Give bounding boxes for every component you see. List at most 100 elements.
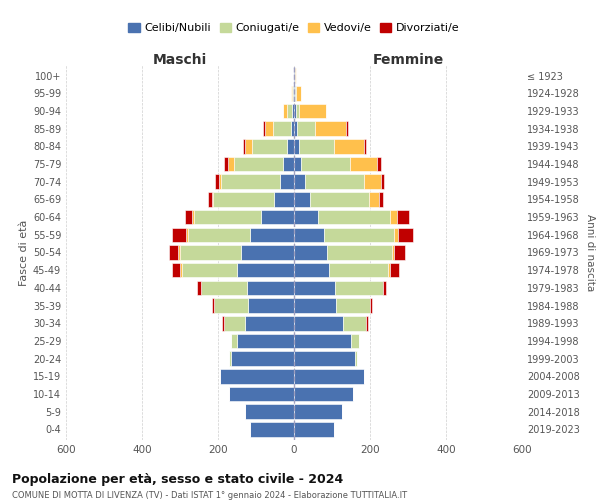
Bar [250,422,294,436]
Bar [224,316,245,330]
Bar [294,280,335,295]
Bar [317,210,390,224]
Bar [214,192,274,206]
Bar [346,122,347,136]
Bar [294,263,329,278]
Bar [287,139,294,154]
Bar [390,210,397,224]
Bar [212,192,214,206]
Bar [241,245,294,260]
Bar [305,174,364,189]
Text: Femmine: Femmine [373,53,443,67]
Bar [351,334,359,348]
Bar [343,316,366,330]
Bar [328,245,392,260]
Bar [295,68,296,83]
Bar [296,104,299,118]
Bar [237,263,294,278]
Bar [295,86,296,101]
Bar [315,122,346,136]
Bar [252,139,287,154]
Bar [301,157,350,172]
Bar [292,104,294,118]
Bar [232,334,237,348]
Bar [283,104,287,118]
Bar [299,139,334,154]
Bar [366,316,368,330]
Legend: Celibi/Nubili, Coniugati/e, Vedovi/e, Divorziati/e: Celibi/Nubili, Coniugati/e, Vedovi/e, Di… [124,18,464,38]
Bar [186,228,188,242]
Bar [212,298,214,313]
Bar [294,210,317,224]
Bar [214,298,248,313]
Bar [364,139,366,154]
Bar [208,192,212,206]
Bar [263,122,265,136]
Bar [380,174,385,189]
Bar [294,139,299,154]
Bar [245,404,294,419]
Bar [222,316,224,330]
Bar [294,68,295,83]
Bar [172,263,180,278]
Bar [224,157,228,172]
Bar [398,228,413,242]
Bar [294,369,364,384]
Bar [293,68,294,83]
Bar [388,263,390,278]
Bar [294,316,343,330]
Bar [237,334,294,348]
Bar [364,174,380,189]
Bar [294,104,296,118]
Bar [294,352,355,366]
Bar [248,298,294,313]
Bar [220,369,294,384]
Bar [294,122,297,136]
Bar [390,263,399,278]
Bar [294,404,341,419]
Bar [291,122,294,136]
Bar [294,298,336,313]
Bar [297,122,315,136]
Bar [329,263,388,278]
Bar [194,210,260,224]
Bar [293,86,294,101]
Text: COMUNE DI MOTTA DI LIVENZA (TV) - Dati ISTAT 1° gennaio 2024 - Elaborazione TUTT: COMUNE DI MOTTA DI LIVENZA (TV) - Dati I… [12,491,407,500]
Bar [394,245,406,260]
Bar [234,157,283,172]
Bar [197,280,201,295]
Bar [232,352,294,366]
Bar [299,104,326,118]
Bar [229,387,294,402]
Bar [397,210,409,224]
Bar [180,245,241,260]
Bar [310,192,369,206]
Bar [355,352,356,366]
Bar [188,228,250,242]
Bar [221,174,280,189]
Bar [336,298,370,313]
Bar [370,298,372,313]
Bar [392,245,394,260]
Bar [245,316,294,330]
Text: Popolazione per età, sesso e stato civile - 2024: Popolazione per età, sesso e stato civil… [12,472,343,486]
Bar [247,280,294,295]
Bar [229,352,232,366]
Bar [294,86,295,101]
Y-axis label: Fasce di età: Fasce di età [19,220,29,286]
Bar [294,174,305,189]
Bar [274,192,294,206]
Bar [182,263,237,278]
Bar [292,86,293,101]
Bar [283,157,294,172]
Bar [294,157,301,172]
Bar [294,192,310,206]
Bar [335,280,383,295]
Bar [369,192,379,206]
Bar [323,228,394,242]
Bar [294,228,323,242]
Bar [379,192,383,206]
Bar [294,422,334,436]
Bar [287,104,292,118]
Bar [250,228,294,242]
